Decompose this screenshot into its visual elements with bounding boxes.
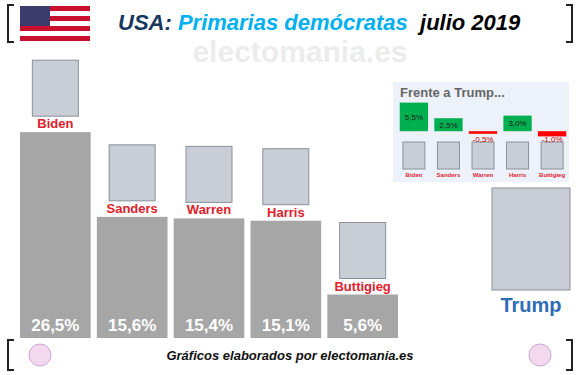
portrait bbox=[541, 142, 563, 169]
category-label: Harris bbox=[267, 205, 305, 220]
category-label: Sanders bbox=[437, 172, 461, 178]
flag-canton bbox=[20, 6, 50, 26]
inset-portraits bbox=[403, 142, 563, 169]
portrait bbox=[340, 223, 386, 279]
bar bbox=[434, 118, 462, 131]
data-label: 3,0% bbox=[508, 119, 526, 128]
flag-stripe bbox=[20, 36, 90, 41]
bar bbox=[327, 295, 398, 338]
bracket bbox=[8, 340, 14, 370]
bars bbox=[20, 132, 398, 338]
portrait bbox=[109, 145, 155, 201]
inset-bars bbox=[400, 103, 567, 137]
data-label: 15,6% bbox=[108, 316, 156, 335]
bracket bbox=[566, 5, 572, 42]
bracket bbox=[8, 5, 14, 42]
bar bbox=[174, 218, 245, 338]
portraits bbox=[32, 60, 385, 278]
bracket bbox=[566, 340, 572, 370]
category-label: Buttigieg bbox=[539, 172, 565, 178]
background bbox=[0, 0, 580, 375]
category-label: Biden bbox=[37, 116, 73, 131]
data-label: -1,0% bbox=[542, 135, 563, 144]
portrait bbox=[403, 142, 425, 169]
portrait bbox=[437, 142, 459, 169]
category-label: Warren bbox=[473, 172, 494, 178]
chart: electomania.esUSA: Primarias demócratas … bbox=[0, 0, 580, 375]
data-label: 5,5% bbox=[405, 113, 423, 122]
bar bbox=[400, 103, 428, 132]
bar bbox=[469, 131, 497, 134]
category-label: Buttigieg bbox=[334, 279, 390, 294]
category-label: Harris bbox=[509, 172, 527, 178]
flag bbox=[20, 6, 90, 41]
data-label: 5,6% bbox=[343, 316, 382, 335]
watermark: electomania.es bbox=[192, 35, 407, 68]
portrait bbox=[507, 142, 529, 169]
flag-stripe bbox=[20, 31, 90, 36]
category-label: Biden bbox=[406, 172, 423, 178]
data-label: -0,5% bbox=[473, 135, 494, 144]
bar bbox=[250, 221, 321, 338]
data-label: 26,5% bbox=[31, 316, 79, 335]
data-label: 15,4% bbox=[185, 316, 233, 335]
portrait bbox=[263, 149, 309, 205]
annotation: Trump bbox=[500, 294, 561, 316]
portrait bbox=[32, 60, 78, 116]
logo bbox=[29, 344, 51, 366]
portrait bbox=[492, 188, 570, 290]
portrait bbox=[186, 146, 232, 202]
footer: Gráficos elaborados por electomania.es bbox=[166, 348, 413, 363]
category-label: Sanders bbox=[107, 201, 158, 216]
data-label: 15,1% bbox=[262, 316, 310, 335]
portrait bbox=[472, 142, 494, 169]
data-label: 2,5% bbox=[439, 121, 457, 130]
bar bbox=[20, 132, 91, 338]
title: USA: Primarias demócratas julio 2019 bbox=[118, 10, 521, 35]
inset-title: Frente a Trump... bbox=[400, 85, 505, 100]
inset-panel bbox=[393, 82, 569, 182]
flag-stripe bbox=[20, 26, 90, 31]
bar bbox=[503, 116, 531, 132]
logo bbox=[529, 344, 551, 366]
category-label: Warren bbox=[187, 202, 231, 217]
bar bbox=[97, 217, 168, 338]
